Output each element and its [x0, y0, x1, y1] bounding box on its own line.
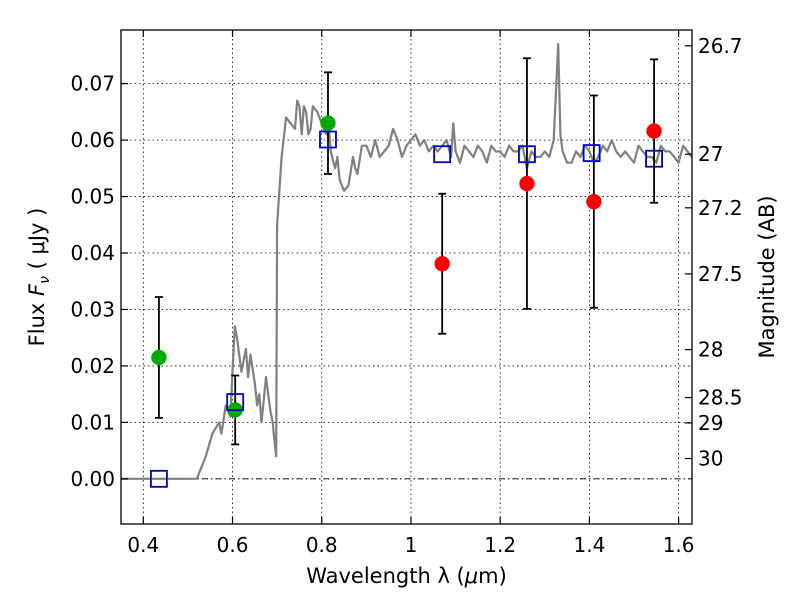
right-tick-label: 27.5 [698, 262, 743, 286]
x-tick-label: 0.8 [306, 533, 338, 557]
x-tick-label: 0.6 [217, 533, 249, 557]
data-point [151, 349, 167, 366]
y-tick-label: 0.01 [70, 410, 115, 434]
x-tick-label: 1.4 [573, 533, 605, 557]
x-axis-label: Wavelength λ (μm) [306, 564, 507, 588]
y-tick-label: 0.06 [70, 128, 115, 152]
right-tick-label: 26.7 [698, 34, 743, 58]
data-points [150, 115, 663, 488]
right-tick-label: 30 [698, 447, 723, 471]
plot-frame [120, 29, 693, 525]
y-tick-label: 0.04 [70, 241, 115, 265]
model-point [518, 145, 536, 164]
y-ticks: 0.00 0.01 0.02 0.03 0.04 0.05 0.06 0.07 [70, 72, 128, 491]
right-tick-label: 28.5 [698, 386, 743, 410]
right-tick-label: 28 [698, 338, 723, 362]
right-ticks: 26.7 27 27.2 27.5 28 28.529 30 [685, 34, 743, 471]
data-point [519, 175, 535, 192]
model-point [582, 144, 601, 162]
y-axis-label: Flux Fν ( μJy ) [25, 208, 53, 347]
data-point [646, 123, 662, 139]
right-tick-label: 27.2 [698, 196, 743, 220]
spectrum-line [121, 42, 693, 480]
right-tick-label: 29 [698, 411, 723, 435]
x-ticks: 0.4 0.6 0.8 1 1.2 1.4 1.6 [127, 30, 695, 557]
model-point [319, 130, 337, 149]
x-tick-label: 0.4 [127, 533, 159, 557]
right-tick-label: 27 [698, 142, 723, 166]
x-tick-label: 1.6 [663, 533, 695, 557]
x-tick-label: 1.2 [484, 533, 516, 557]
right-axis-label: Magnitude (AB) [755, 195, 779, 358]
y-tick-label: 0.03 [70, 297, 115, 321]
error-bars [154, 57, 659, 446]
y-tick-label: 0.05 [70, 185, 115, 209]
x-tick-label: 1 [405, 533, 418, 557]
y-tick-label: 0.07 [70, 72, 115, 96]
model-point [150, 469, 168, 488]
data-point [320, 115, 336, 131]
data-point [434, 255, 450, 272]
y-tick-label: 0.00 [70, 467, 115, 491]
data-point [586, 193, 602, 210]
model-point [645, 149, 663, 168]
y-tick-label: 0.02 [70, 354, 115, 378]
model-point [226, 393, 245, 411]
model-spectrum [121, 42, 693, 480]
model-point [433, 145, 452, 164]
